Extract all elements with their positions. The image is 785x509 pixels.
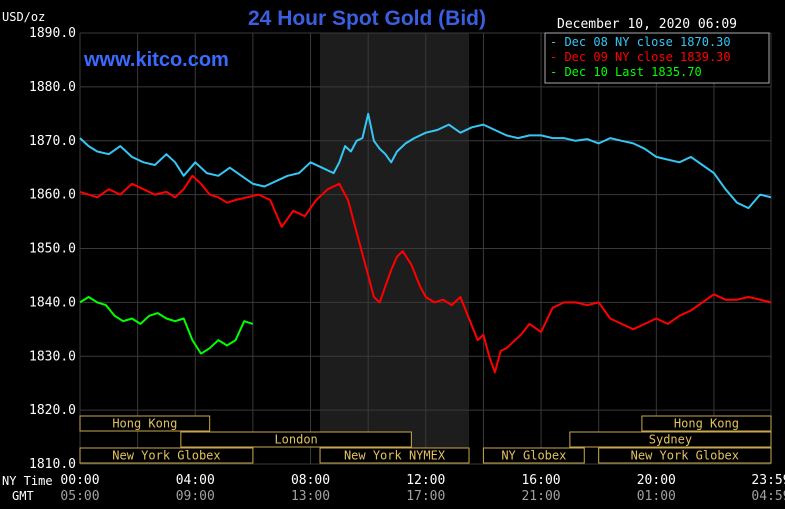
unit-label: USD/oz [2, 10, 45, 24]
x-tick-label-ny: 12:00 [406, 473, 445, 488]
legend: - Dec 08 NY close 1870.30- Dec 09 NY clo… [544, 32, 770, 84]
x-tick-label-ny: 20:00 [637, 473, 676, 488]
y-tick-label: 1860.0 [29, 188, 76, 203]
series-line [79, 112, 772, 210]
session-bar [79, 415, 211, 432]
series-line [79, 174, 772, 374]
session-label: New York Globex [112, 449, 220, 463]
y-tick-label: 1870.0 [29, 134, 76, 149]
legend-entry: - Dec 10 Last 1835.70 [550, 65, 702, 79]
series-line [79, 296, 254, 355]
x-tick-label-gmt: 05:00 [60, 489, 99, 504]
session-bar [569, 431, 772, 448]
x-tick-label-ny: 00:00 [60, 473, 99, 488]
x-tick-label-ny: 16:00 [521, 473, 560, 488]
grid-lines [79, 32, 772, 465]
session-label: Hong Kong [112, 417, 177, 431]
y-tick-label: 1880.0 [29, 80, 76, 95]
session-label: Hong Kong [674, 417, 739, 431]
y-tick-label: 1810.0 [29, 457, 76, 472]
session-bar [641, 415, 772, 432]
x-tick-label-gmt: 21:00 [521, 489, 560, 504]
watermark: www.kitco.com [83, 49, 229, 71]
legend-entry: - Dec 08 NY close 1870.30 [550, 35, 731, 49]
session-bar [482, 447, 585, 464]
ny-time-label: NY Time [2, 474, 53, 488]
price-series [79, 112, 772, 374]
y-tick-label: 1850.0 [29, 242, 76, 257]
session-bar [598, 447, 772, 464]
y-tick-label: 1820.0 [29, 403, 76, 418]
legend-box [544, 32, 770, 84]
y-tick-label: 1840.0 [29, 295, 76, 310]
date-label: December 10, 2020 06:09 [557, 17, 737, 32]
trading-sessions: Hong Kong Hong Kong London Sydney New York G… [79, 415, 772, 464]
chart-title: 24 Hour Spot Gold (Bid) [248, 7, 486, 30]
gmt-label: GMT [12, 489, 34, 503]
x-tick-label-gmt: 01:00 [637, 489, 676, 504]
session-label: Sydney [649, 433, 692, 447]
x-tick-label-gmt: 13:00 [291, 489, 330, 504]
session-label: London [274, 433, 317, 447]
y-tick-label: 1830.0 [29, 349, 76, 364]
x-tick-label-ny: 23:59 [751, 473, 785, 488]
session-label: New York NYMEX [344, 449, 446, 463]
x-tick-label-gmt: 09:00 [176, 489, 215, 504]
x-tick-label-gmt: 04:59 [751, 489, 785, 504]
x-tick-label-ny: 04:00 [176, 473, 215, 488]
x-tick-label-ny: 08:00 [291, 473, 330, 488]
x-tick-label-gmt: 17:00 [406, 489, 445, 504]
y-tick-label: 1890.0 [29, 26, 76, 41]
session-label: New York Globex [631, 449, 739, 463]
y-axis-ticks: 1890.0 1880.0 1870.0 1860.0 1850.0 1840.0 1830… [29, 26, 76, 472]
legend-entry: - Dec 09 NY close 1839.30 [550, 50, 731, 64]
session-bar [79, 447, 254, 464]
session-label: NY Globex [501, 449, 566, 463]
session-bar [319, 447, 470, 464]
session-bar [180, 431, 412, 448]
